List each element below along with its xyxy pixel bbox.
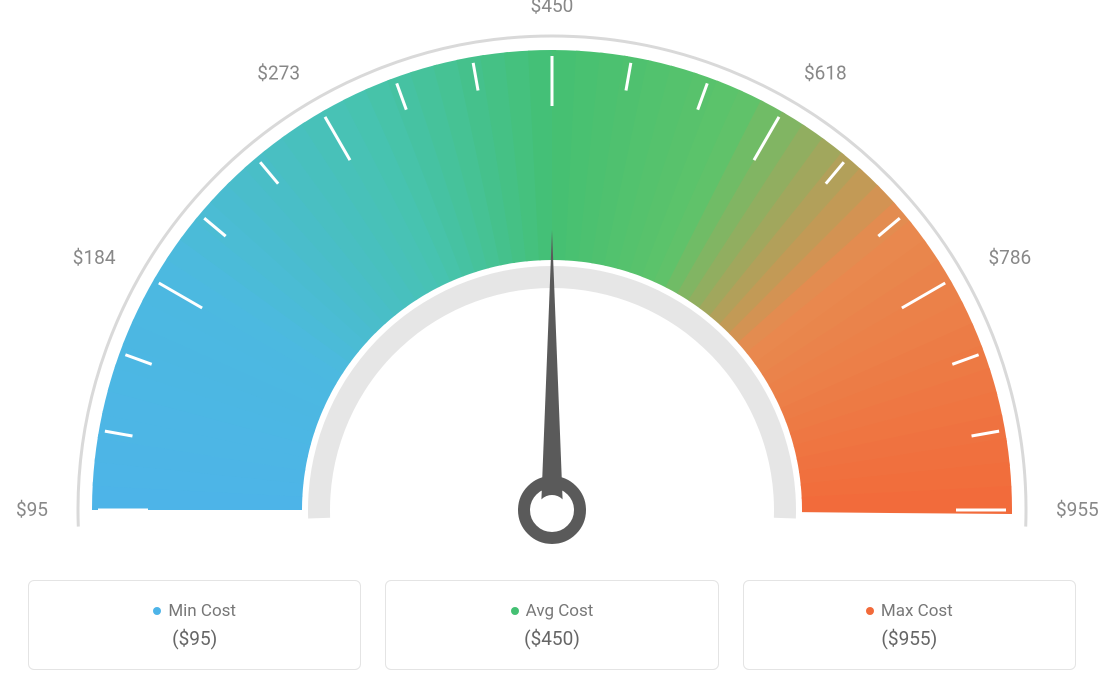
legend-max-label: Max Cost (881, 601, 953, 621)
tick-label: $95 (16, 498, 48, 521)
legend-avg-value: ($450) (524, 627, 580, 650)
legend-max-value: ($955) (881, 627, 937, 650)
legend-min-value: ($95) (172, 627, 217, 650)
needle-hub-inner (537, 495, 567, 525)
legend-min: Min Cost ($95) (28, 580, 361, 670)
legend-max-title: Max Cost (866, 601, 953, 621)
tick-label: $273 (257, 62, 300, 85)
tick-label: $618 (804, 62, 847, 85)
legend-avg-label: Avg Cost (526, 601, 594, 621)
dot-icon (511, 607, 519, 615)
legend-max: Max Cost ($955) (743, 580, 1076, 670)
legend-min-label: Min Cost (168, 601, 236, 621)
cost-gauge: $95 $184 $273 $450 $618 $786 $955 (0, 0, 1104, 560)
tick-label: $184 (73, 246, 116, 269)
dot-icon (153, 607, 161, 615)
gauge-svg: $95 $184 $273 $450 $618 $786 $955 (0, 0, 1104, 560)
legend-avg: Avg Cost ($450) (385, 580, 718, 670)
tick-label: $786 (988, 246, 1031, 269)
legend-avg-title: Avg Cost (511, 601, 594, 621)
legend-min-title: Min Cost (153, 601, 236, 621)
tick-label: $955 (1056, 498, 1099, 521)
dot-icon (866, 607, 874, 615)
legend: Min Cost ($95) Avg Cost ($450) Max Cost … (0, 580, 1104, 690)
tick-label: $450 (531, 0, 574, 17)
